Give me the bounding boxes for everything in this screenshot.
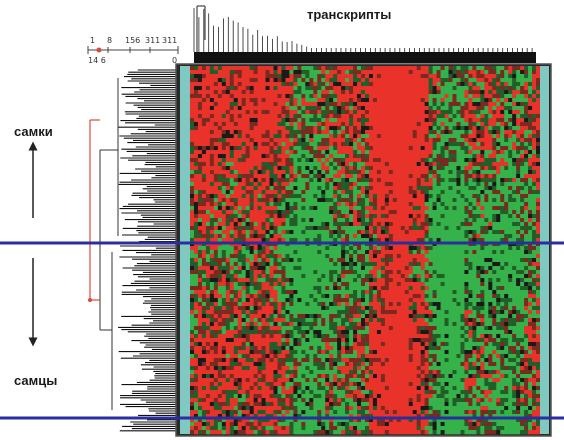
scale-tick-0: 0 bbox=[172, 56, 178, 65]
side-annotation-right bbox=[540, 66, 549, 434]
scale-tick-156: 156 bbox=[125, 36, 141, 45]
scale-tick-1: 1 bbox=[90, 36, 96, 45]
heatmap-matrix bbox=[190, 66, 541, 435]
row-dendrogram bbox=[88, 69, 176, 432]
scale-tick-311b: 311 bbox=[162, 36, 178, 45]
scale-tick-146: 14 6 bbox=[88, 56, 106, 65]
dendrogram-scale-bar bbox=[87, 46, 179, 54]
males-label: самцы bbox=[14, 373, 58, 388]
column-dendrogram bbox=[193, 5, 536, 63]
females-label: самки bbox=[14, 124, 53, 139]
side-annotation-left bbox=[180, 66, 190, 434]
scale-tick-311a: 311 bbox=[145, 36, 161, 45]
transcripts-title: транскрипты bbox=[307, 7, 392, 22]
scale-tick-8: 8 bbox=[107, 36, 113, 45]
